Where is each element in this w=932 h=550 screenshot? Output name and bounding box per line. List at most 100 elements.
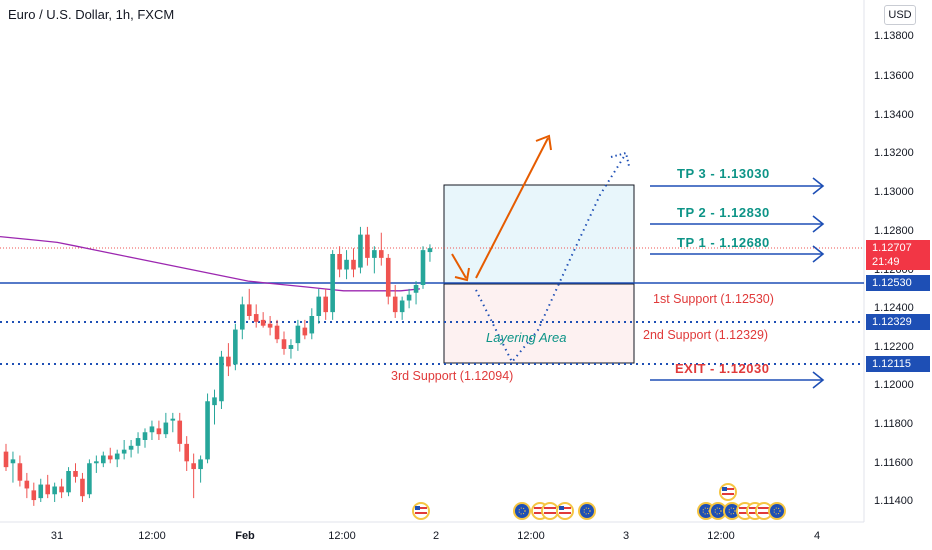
support1-label[interactable]: 1st Support (1.12530) <box>653 292 774 306</box>
candle <box>101 451 106 468</box>
candle <box>59 478 64 499</box>
support2-label[interactable]: 2nd Support (1.12329) <box>643 328 769 342</box>
y-tick-label: 1.11400 <box>874 495 913 507</box>
x-tick-label: 12:00 <box>138 530 166 542</box>
current-price-value: 1.12707 <box>872 242 912 254</box>
y-tick-label: 1.12200 <box>874 341 914 353</box>
candle <box>309 308 315 340</box>
layering-zone[interactable] <box>443 283 635 364</box>
candle <box>323 288 328 320</box>
candle <box>107 447 113 464</box>
x-tick-label: 3 <box>622 530 630 542</box>
candle <box>52 482 57 502</box>
orange-arrow-up[interactable] <box>475 134 552 279</box>
take-profit-zone[interactable] <box>443 184 635 285</box>
support2-price-tag: 1.12329 <box>866 314 930 330</box>
candle <box>87 459 92 499</box>
candle <box>66 467 71 497</box>
chart-title: Euro / U.S. Dollar, 1h, FXCM <box>8 7 175 22</box>
exit-price-tag: 1.12115 <box>866 356 930 372</box>
candle <box>198 455 203 483</box>
candle <box>10 451 16 483</box>
x-tick-label: 12:00 <box>328 530 356 542</box>
tp3-label[interactable]: TP 3 - 1.13030 <box>677 166 770 181</box>
exit-label[interactable]: EXIT - 1.12030 <box>675 361 770 376</box>
tp3-arrow[interactable] <box>650 177 825 195</box>
candle <box>240 296 245 340</box>
orange-arrow-down[interactable] <box>451 253 470 282</box>
us-flag-event-icon[interactable] <box>719 483 737 501</box>
x-tick-label: 31 <box>50 530 64 542</box>
candle <box>121 440 127 460</box>
candle <box>358 226 363 274</box>
y-tick-label: 1.13800 <box>874 30 914 42</box>
candle <box>177 412 183 452</box>
candle <box>17 455 23 487</box>
eu-flag-event-icon[interactable] <box>709 502 727 520</box>
ma-line <box>0 235 421 292</box>
candle <box>170 412 176 433</box>
candle <box>316 288 322 324</box>
candle <box>149 420 155 440</box>
us-flag-event-icon[interactable] <box>412 502 430 520</box>
candle <box>281 331 287 355</box>
x-tick-label: 12:00 <box>517 530 545 542</box>
tp2-label[interactable]: TP 2 - 1.12830 <box>677 205 770 220</box>
y-tick-label: 1.13200 <box>874 147 914 159</box>
us-flag-event-icon[interactable] <box>541 502 559 520</box>
y-tick-label: 1.13000 <box>874 186 914 198</box>
y-tick-label: 1.12400 <box>874 302 914 314</box>
y-tick-label: 1.13600 <box>874 70 914 82</box>
x-tick-label: 4 <box>813 530 821 542</box>
y-tick-label: 1.11600 <box>874 457 913 469</box>
y-tick-label: 1.11800 <box>874 418 913 430</box>
candle <box>372 246 377 274</box>
candle <box>128 440 134 458</box>
candle <box>253 304 259 328</box>
candle <box>45 474 50 499</box>
candle <box>427 244 433 262</box>
candle <box>3 443 9 471</box>
eu-flag-event-icon[interactable] <box>723 502 741 520</box>
current-price-tag: 1.12707 21:49 <box>866 240 930 270</box>
candle <box>24 472 30 499</box>
candle <box>205 393 210 464</box>
eu-flag-event-icon[interactable] <box>578 502 596 520</box>
candle <box>392 285 398 318</box>
candle <box>302 319 308 340</box>
candle <box>260 312 266 328</box>
candle <box>80 472 85 502</box>
candle <box>226 343 231 377</box>
candle <box>295 319 301 351</box>
eu-flag-event-icon[interactable] <box>513 502 531 520</box>
layering-area-label[interactable]: Layering Area <box>486 330 567 345</box>
tp2-arrow[interactable] <box>650 215 825 233</box>
candle <box>267 316 273 336</box>
candle <box>156 420 162 440</box>
candle <box>385 254 391 305</box>
candle <box>163 412 169 439</box>
exit-arrow[interactable] <box>650 371 825 389</box>
tp1-label[interactable]: TP 1 - 1.12680 <box>677 235 770 250</box>
candle <box>399 296 405 320</box>
candle <box>351 248 356 278</box>
candle <box>274 319 280 344</box>
candle <box>344 250 349 280</box>
candle <box>246 288 252 320</box>
candle <box>94 455 99 473</box>
candle <box>365 226 370 266</box>
candle <box>73 463 78 483</box>
eu-flag-event-icon[interactable] <box>768 502 786 520</box>
candle <box>379 232 384 266</box>
candle <box>31 482 37 506</box>
us-flag-event-icon[interactable] <box>755 502 773 520</box>
support3-label[interactable]: 3rd Support (1.12094) <box>391 369 514 383</box>
x-tick-label: 2 <box>432 530 440 542</box>
tp1-arrow[interactable] <box>650 245 825 263</box>
us-flag-event-icon[interactable] <box>556 502 574 520</box>
dotted-projection-arrow[interactable] <box>475 151 630 364</box>
candle <box>337 246 342 278</box>
currency-button[interactable]: USD <box>884 5 916 25</box>
candle <box>135 432 141 454</box>
